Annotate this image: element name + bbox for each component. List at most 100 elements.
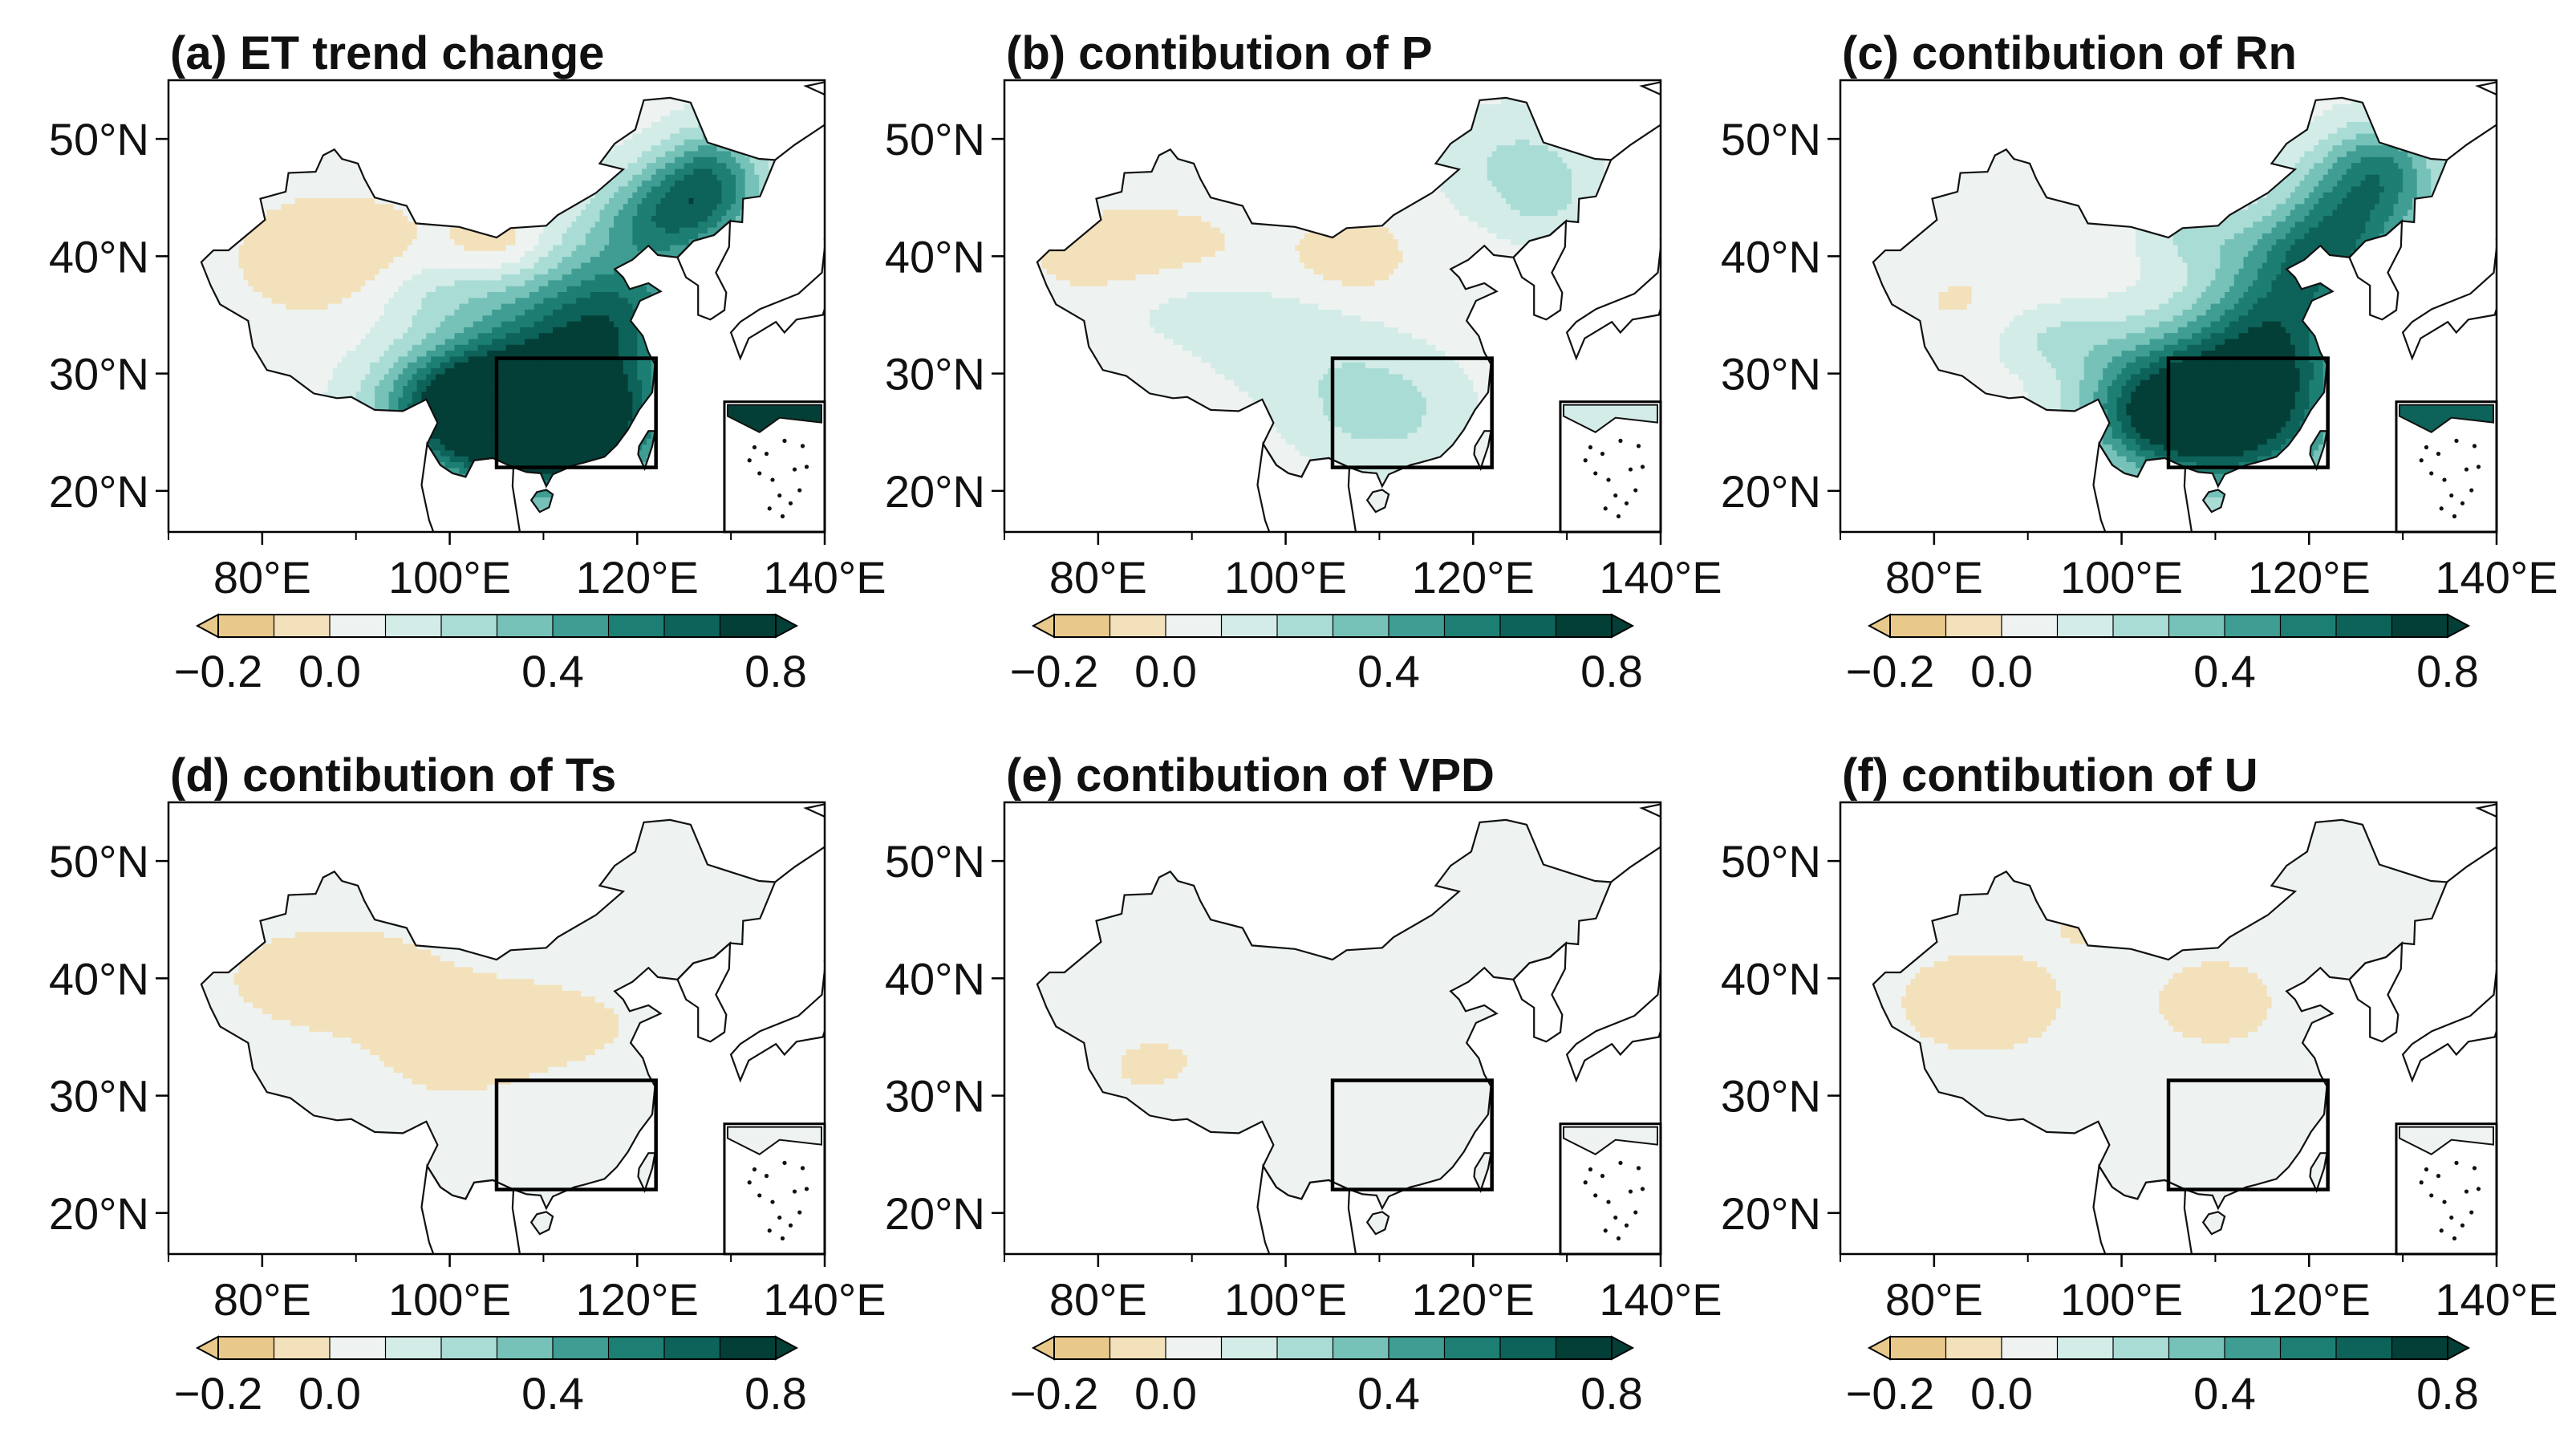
lat-tick-label: 20°N [885, 466, 985, 517]
colorbar-swatch [2280, 1337, 2337, 1359]
colorbar-swatch [497, 615, 554, 637]
colorbar-swatch [2336, 615, 2392, 637]
lon-tick-label: 140°E [763, 552, 886, 603]
lon-tick-label: 80°E [1885, 552, 1983, 603]
colorbar-swatch [1110, 1337, 1166, 1359]
colorbar-swatch [1221, 1337, 1278, 1359]
colorbar: −0.2 0.0 0.4 0.8 [1010, 613, 1643, 696]
colorbar-swatch [2002, 1337, 2058, 1359]
colorbar-swatch [1389, 1337, 1445, 1359]
colorbar-swatch [2391, 615, 2448, 637]
coastlines [1036, 803, 1661, 1254]
lon-tick-label: 80°E [1049, 552, 1147, 603]
colorbar: −0.2 0.0 0.4 0.8 [1846, 613, 2479, 696]
lat-tick-label: 20°N [885, 1188, 985, 1239]
colorbar-tick-label: −0.2 [1846, 1368, 1935, 1419]
lon-tick-label: 140°E [1599, 552, 1722, 603]
colorbar-tick-label: 0.4 [2193, 646, 2256, 696]
colorbar-swatch [385, 1337, 442, 1359]
colorbar-swatch [720, 615, 777, 637]
colorbar-swatch [441, 615, 497, 637]
colorbar-swatch [1110, 615, 1166, 637]
region-box [1330, 356, 1494, 469]
lat-tick-label: 40°N [1721, 953, 1821, 1004]
lat-tick-label: 40°N [885, 231, 985, 282]
colorbar-swatch [1945, 615, 2002, 637]
colorbar-swatch [553, 1337, 609, 1359]
colorbar-tick-label: 0.8 [744, 1368, 807, 1419]
colorbar-swatch [1890, 615, 1946, 637]
lon-tick-label: 140°E [2435, 1274, 2558, 1325]
colorbar-swatch [553, 615, 609, 637]
panel-title: (e) contibution of VPD [1006, 749, 1495, 802]
lat-tick-label: 40°N [1721, 231, 1821, 282]
colorbar-swatch [2168, 1337, 2225, 1359]
colorbar-swatch [664, 1337, 720, 1359]
colorbar-swatch [274, 615, 331, 637]
lon-tick-label: 120°E [576, 552, 699, 603]
region-box [494, 1078, 658, 1191]
lon-tick-label: 100°E [388, 552, 511, 603]
colorbar-tick-label: 0.0 [298, 646, 361, 696]
colorbar-swatch [664, 615, 720, 637]
inset-map [723, 400, 826, 534]
panel-e: (e) contibution of VPD 50°N 40°N 30°N 20°N 80… [885, 749, 1722, 1419]
colorbar: −0.2 0.0 0.4 0.8 [174, 613, 807, 696]
lon-tick-label: 100°E [2060, 1274, 2183, 1325]
colorbar-swatch [1333, 1337, 1389, 1359]
colorbar-swatch [1277, 1337, 1333, 1359]
colorbar-swatch [2113, 1337, 2169, 1359]
lat-tick-label: 30°N [885, 349, 985, 400]
colorbar-swatch [1890, 1337, 1946, 1359]
lon-tick-label: 140°E [763, 1274, 886, 1325]
lat-tick-label: 20°N [1721, 1188, 1821, 1239]
colorbar-tick-label: 0.4 [1357, 1368, 1420, 1419]
panel-title: (a) ET trend change [170, 27, 604, 79]
colorbar-swatch [2391, 1337, 2448, 1359]
colorbar-tick-label: −0.2 [174, 646, 263, 696]
panel-f: (f) contibution of U 50°N 40°N 30°N 20°N 80°E… [1721, 749, 2558, 1419]
panel-title: (c) contibution of Rn [1842, 27, 2297, 79]
colorbar-swatch [2057, 615, 2114, 637]
panel-d: (d) contibution of Ts 50°N 40°N 30°N 20°N 80°… [49, 749, 886, 1419]
colorbar-tick-label: 0.0 [1134, 646, 1197, 696]
lat-tick-label: 40°N [49, 231, 149, 282]
region-box [2166, 1078, 2330, 1191]
region-box [494, 356, 658, 469]
colorbar-swatch [497, 1337, 554, 1359]
panel-a: (a) ET trend change 50°N 40°N 30°N 20°N 80°E 1… [49, 27, 886, 696]
colorbar-swatch [608, 1337, 665, 1359]
colorbar-swatch [1054, 615, 1110, 637]
colorbar-tick-label: −0.2 [1010, 1368, 1099, 1419]
colorbar-tick-label: 0.8 [2416, 646, 2479, 696]
coastlines [1872, 803, 2497, 1254]
map-frame [167, 801, 826, 1256]
colorbar-swatch [2225, 615, 2281, 637]
colorbar-swatch [1389, 615, 1445, 637]
region-box [2166, 356, 2330, 469]
colorbar-swatch [2057, 1337, 2114, 1359]
colorbar-swatch [2280, 615, 2337, 637]
colorbar-tick-label: 0.0 [298, 1368, 361, 1419]
colorbar-swatch [1277, 615, 1333, 637]
colorbar-swatch [330, 1337, 386, 1359]
colorbar: −0.2 0.0 0.4 0.8 [1010, 1335, 1643, 1419]
colorbar-tick-label: 0.0 [1134, 1368, 1197, 1419]
colorbar-tick-label: 0.4 [1357, 646, 1420, 696]
colorbar-tick-label: 0.0 [1970, 646, 2033, 696]
region-box [1330, 1078, 1494, 1191]
colorbar-swatch [218, 615, 274, 637]
coastlines [1872, 81, 2497, 532]
lat-tick-label: 30°N [49, 349, 149, 400]
colorbar-swatch [1556, 1337, 1613, 1359]
map-frame [1003, 801, 1662, 1256]
lon-tick-label: 80°E [213, 1274, 311, 1325]
colorbar: −0.2 0.0 0.4 0.8 [174, 1335, 807, 1419]
colorbar-swatch [720, 1337, 777, 1359]
lat-tick-label: 20°N [1721, 466, 1821, 517]
lat-tick-label: 50°N [1721, 836, 1821, 887]
colorbar-swatch [1054, 1337, 1110, 1359]
colorbar-swatch [2336, 1337, 2392, 1359]
colorbar: −0.2 0.0 0.4 0.8 [1846, 1335, 2479, 1419]
